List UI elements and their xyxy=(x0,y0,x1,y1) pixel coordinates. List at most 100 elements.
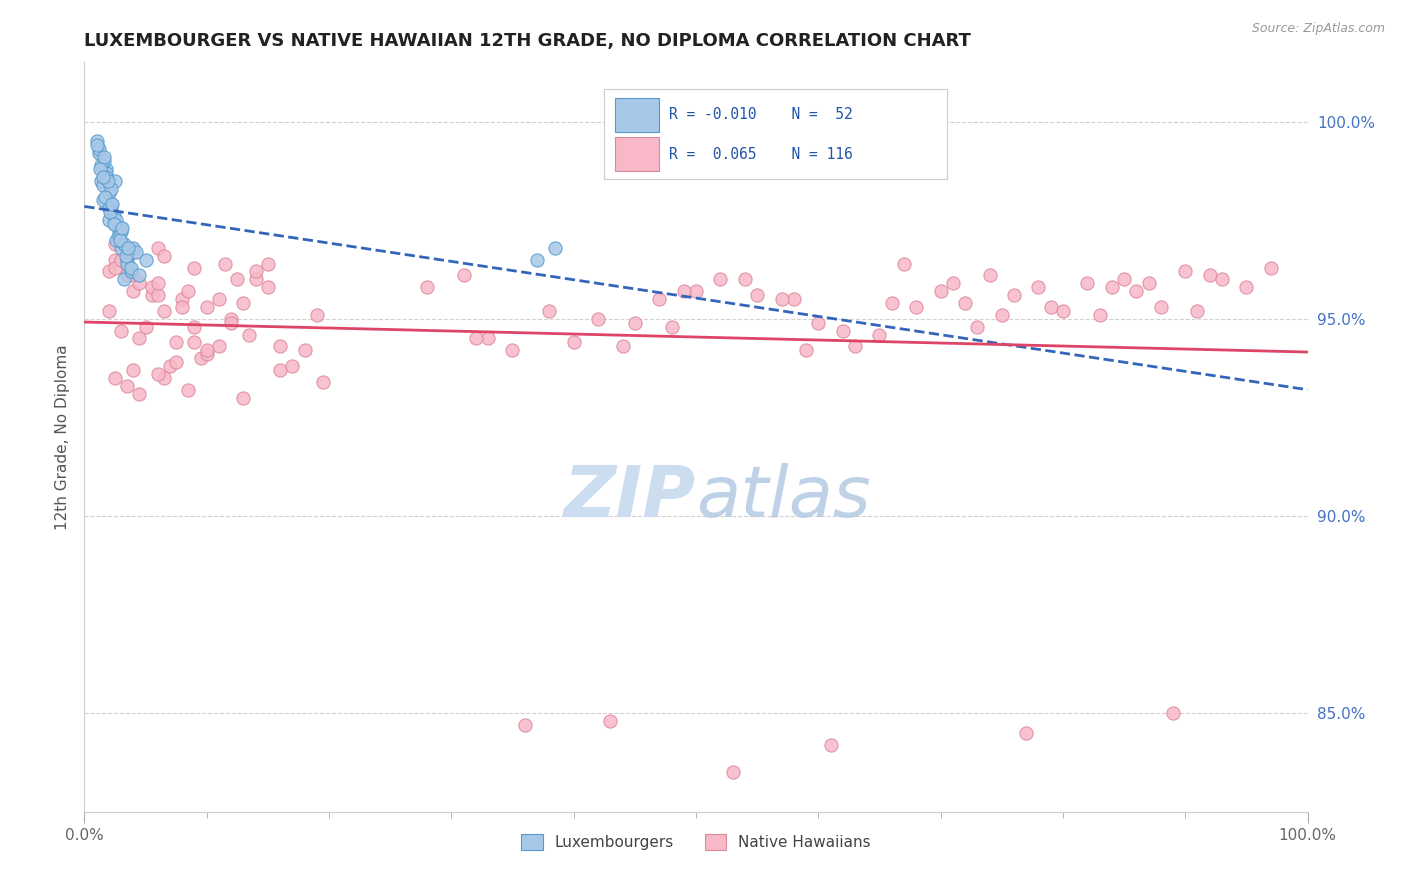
Point xyxy=(820,738,842,752)
Point xyxy=(538,304,561,318)
Point xyxy=(98,205,121,219)
Point xyxy=(112,272,135,286)
Point xyxy=(87,142,110,156)
Point xyxy=(281,359,304,373)
Text: ZIP: ZIP xyxy=(564,463,696,532)
Point xyxy=(141,288,163,302)
Point xyxy=(214,256,236,270)
Point xyxy=(685,284,707,298)
Point xyxy=(91,178,114,192)
Point xyxy=(112,236,135,251)
Point xyxy=(624,316,647,330)
Point xyxy=(94,189,117,203)
Point xyxy=(245,264,267,278)
Point xyxy=(238,327,260,342)
Point xyxy=(159,359,181,373)
Point xyxy=(103,217,125,231)
Point xyxy=(477,331,499,345)
Point xyxy=(1125,284,1147,298)
Point xyxy=(226,272,249,286)
Point xyxy=(97,174,120,188)
Point xyxy=(208,339,231,353)
Point xyxy=(232,391,254,405)
Point xyxy=(101,197,124,211)
Point xyxy=(146,288,169,302)
Point xyxy=(831,324,853,338)
Point xyxy=(107,229,129,244)
Point xyxy=(146,241,169,255)
Point xyxy=(794,343,817,358)
Point xyxy=(115,268,138,283)
Point xyxy=(104,217,127,231)
Point xyxy=(612,339,634,353)
Point xyxy=(97,304,120,318)
Point xyxy=(257,280,280,294)
Point xyxy=(208,292,231,306)
Point xyxy=(177,383,200,397)
Point xyxy=(97,186,120,200)
Point xyxy=(93,150,115,164)
Point xyxy=(1039,300,1062,314)
Point xyxy=(648,292,671,306)
Point xyxy=(135,319,157,334)
Point xyxy=(115,256,138,270)
Point xyxy=(90,174,112,188)
Point xyxy=(807,316,830,330)
Point xyxy=(245,272,267,286)
Point xyxy=(893,256,915,270)
Point xyxy=(146,367,169,381)
Point xyxy=(117,241,139,255)
Point xyxy=(122,363,145,377)
Point xyxy=(747,288,769,302)
Point xyxy=(104,236,127,251)
Point xyxy=(87,146,110,161)
Point xyxy=(734,272,756,286)
Point xyxy=(104,174,127,188)
Point xyxy=(1076,277,1098,291)
Point xyxy=(110,252,132,267)
Point xyxy=(128,277,150,291)
Point xyxy=(966,319,988,334)
Point xyxy=(104,371,127,385)
Point xyxy=(115,249,138,263)
Point xyxy=(120,260,142,275)
Point xyxy=(1260,260,1282,275)
Point xyxy=(1137,277,1160,291)
Point xyxy=(416,280,439,294)
Point xyxy=(86,134,108,148)
Point xyxy=(128,331,150,345)
Point xyxy=(105,233,128,247)
Point xyxy=(110,225,132,239)
Point xyxy=(232,296,254,310)
Point xyxy=(122,241,145,255)
Point xyxy=(1161,706,1184,720)
Point xyxy=(1028,280,1050,294)
Text: LUXEMBOURGER VS NATIVE HAWAIIAN 12TH GRADE, NO DIPLOMA CORRELATION CHART: LUXEMBOURGER VS NATIVE HAWAIIAN 12TH GRA… xyxy=(84,32,972,50)
Point xyxy=(312,375,335,389)
Point xyxy=(110,324,132,338)
Legend: Luxembourgers, Native Hawaiians: Luxembourgers, Native Hawaiians xyxy=(515,829,877,856)
Point xyxy=(513,718,536,732)
Point xyxy=(115,252,138,267)
Point xyxy=(177,284,200,298)
Point xyxy=(1002,288,1025,302)
Point xyxy=(464,331,486,345)
Point xyxy=(153,249,176,263)
Point xyxy=(97,202,120,216)
Point xyxy=(1088,308,1111,322)
Point xyxy=(165,355,187,369)
Point xyxy=(125,244,148,259)
Point xyxy=(195,300,218,314)
Point xyxy=(1101,280,1123,294)
Point xyxy=(721,765,744,780)
Point xyxy=(1114,272,1136,286)
Point xyxy=(929,284,952,298)
Point xyxy=(294,343,316,358)
Point xyxy=(544,241,567,255)
Point xyxy=(190,351,212,366)
Point xyxy=(195,347,218,361)
Point xyxy=(183,319,205,334)
Point xyxy=(979,268,1001,283)
Point xyxy=(100,202,122,216)
Point xyxy=(96,166,118,180)
